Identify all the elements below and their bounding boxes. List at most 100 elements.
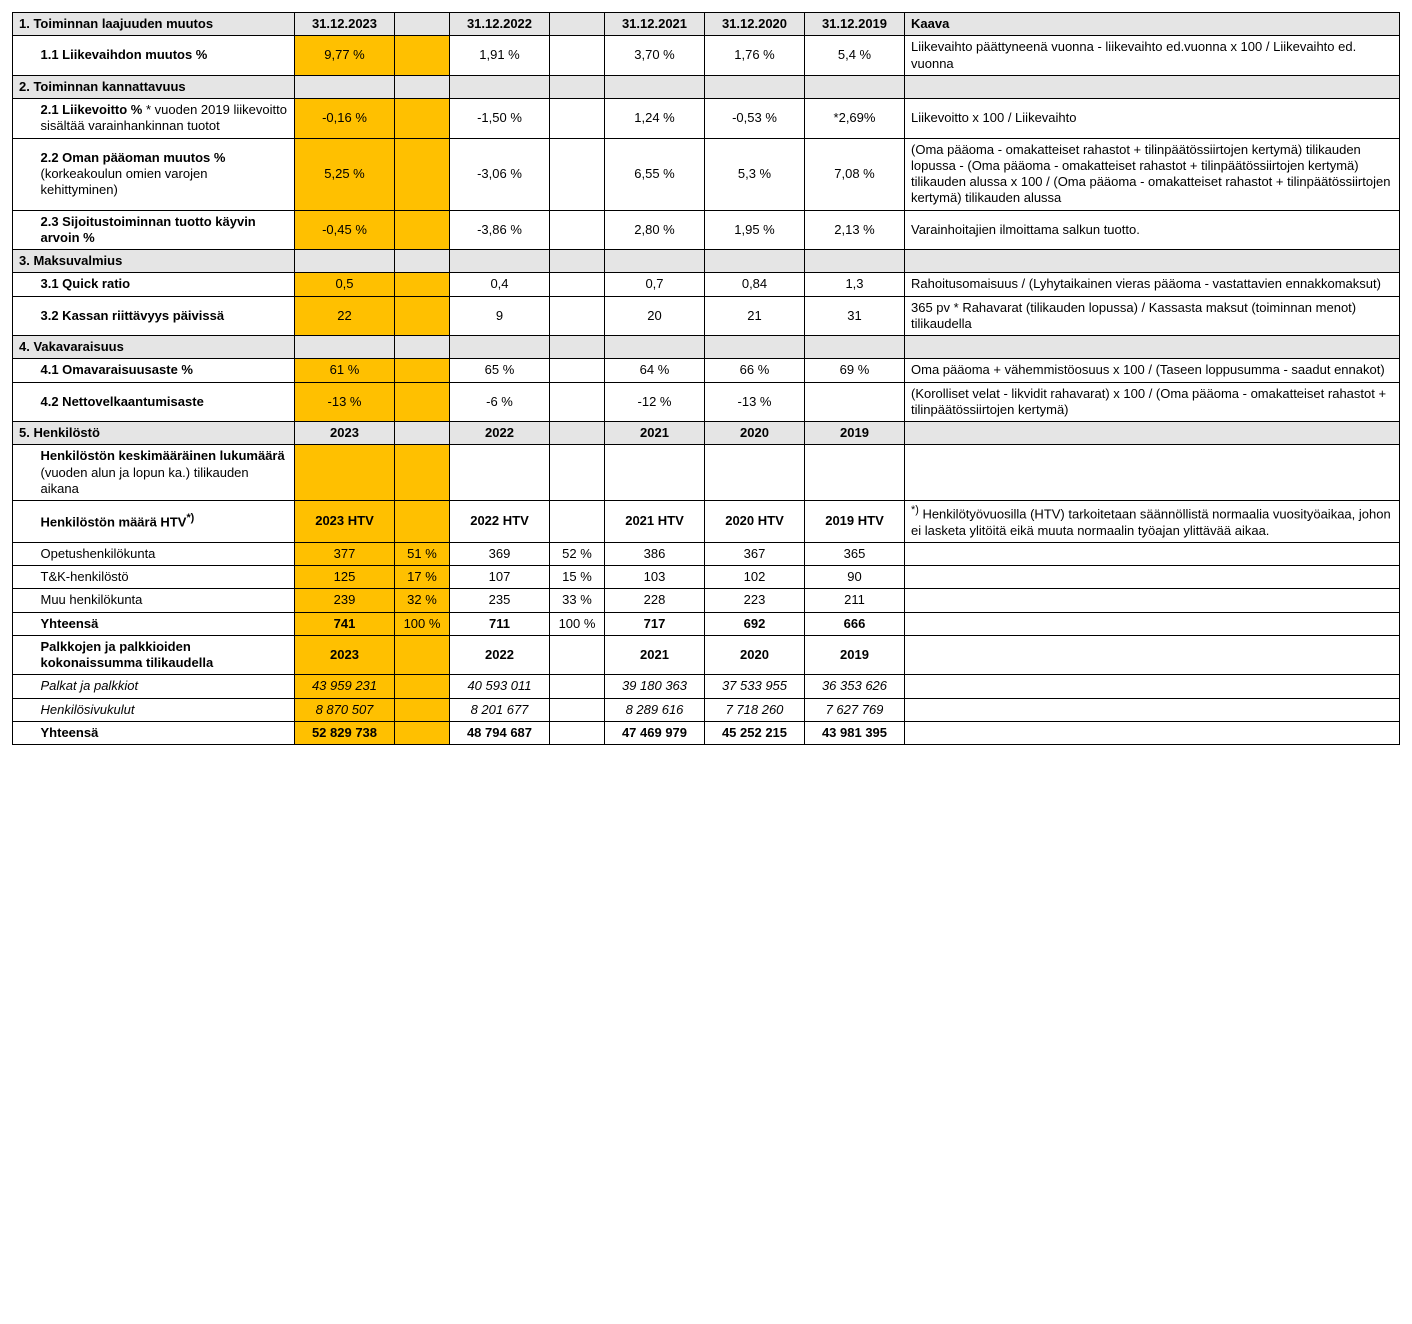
row-4-1-2022: 65 % (450, 359, 550, 382)
row-4-2-2021: -12 % (605, 382, 705, 422)
section-3-title: 3. Maksuvalmius (13, 250, 295, 273)
row-4-2-2020: -13 % (705, 382, 805, 422)
row-2-3: 2.3 Sijoitustoiminnan tuotto käyvin arvo… (13, 210, 1400, 250)
section-5-2023: 2023 (295, 422, 395, 445)
row-1-1-2020: 1,76 % (705, 36, 805, 76)
row-3-1-2020: 0,84 (705, 273, 805, 296)
row-5-total: Yhteensä 741 100 % 711 100 % 717 692 666 (13, 612, 1400, 635)
row-5-total-2022: 711 (450, 612, 550, 635)
row-4-1-2023: 61 % (295, 359, 395, 382)
row-5-p2-2021: 8 289 616 (605, 698, 705, 721)
row-5-total-2019: 666 (805, 612, 905, 635)
row-5-c3-label: Muu henkilökunta (35, 589, 295, 612)
row-2-1: 2.1 Liikevoitto % * vuoden 2019 liikevoi… (13, 99, 1400, 139)
section-2-header: 2. Toiminnan kannattavuus (13, 75, 1400, 98)
row-5-ptotal-2022: 48 794 687 (450, 721, 550, 744)
row-2-1-label: 2.1 Liikevoitto % * vuoden 2019 liikevoi… (35, 99, 295, 139)
section-4-title: 4. Vakavaraisuus (13, 336, 295, 359)
row-5-p1-2022: 40 593 011 (450, 675, 550, 698)
row-5-total-2023: 741 (295, 612, 395, 635)
row-5-htv-2019: 2019 HTV (805, 501, 905, 543)
row-3-2-kaava: 365 pv * Rahavarat (tilikauden lopussa) … (905, 296, 1400, 336)
row-5-c1: Opetushenkilökunta 377 51 % 369 52 % 386… (13, 542, 1400, 565)
row-1-1-kaava: Liikevaihto päättyneenä vuonna - liikeva… (905, 36, 1400, 76)
row-2-3-2019: 2,13 % (805, 210, 905, 250)
row-5-ptotal-2021: 47 469 979 (605, 721, 705, 744)
section-2-title: 2. Toiminnan kannattavuus (13, 75, 295, 98)
row-4-2-kaava: (Korolliset velat - likvidit rahavarat) … (905, 382, 1400, 422)
row-2-1-2023: -0,16 % (295, 99, 395, 139)
section-4-header: 4. Vakavaraisuus (13, 336, 1400, 359)
row-3-2-2021: 20 (605, 296, 705, 336)
row-4-2: 4.2 Nettovelkaantumisaste -13 % -6 % -12… (13, 382, 1400, 422)
row-1-1-2019: 5,4 % (805, 36, 905, 76)
row-5-pay-hdr-2021: 2021 (605, 635, 705, 675)
row-1-1-2022: 1,91 % (450, 36, 550, 76)
row-5-p1-2020: 37 533 955 (705, 675, 805, 698)
row-2-1-2020: -0,53 % (705, 99, 805, 139)
row-5-htv-kaava: *) Henkilötyövuosilla (HTV) tarkoitetaan… (905, 501, 1400, 543)
row-4-1-2019: 69 % (805, 359, 905, 382)
section-5-2019: 2019 (805, 422, 905, 445)
row-5-ptotal-2019: 43 981 395 (805, 721, 905, 744)
row-5-c3-2022p: 33 % (550, 589, 605, 612)
row-2-2-2020: 5,3 % (705, 138, 805, 210)
section-5-2021: 2021 (605, 422, 705, 445)
row-5-c2-2020: 102 (705, 566, 805, 589)
row-5-c1-2020: 367 (705, 542, 805, 565)
section-3-header: 3. Maksuvalmius (13, 250, 1400, 273)
row-5-c3-2021: 228 (605, 589, 705, 612)
row-2-3-kaava: Varainhoitajien ilmoittama salkun tuotto… (905, 210, 1400, 250)
row-5-total-2023p: 100 % (395, 612, 450, 635)
row-5-total-2022p: 100 % (550, 612, 605, 635)
row-4-2-label: 4.2 Nettovelkaantumisaste (35, 382, 295, 422)
row-1-1-2023: 9,77 % (295, 36, 395, 76)
row-5-c2-2019: 90 (805, 566, 905, 589)
row-4-1-label: 4.1 Omavaraisuusaste % (35, 359, 295, 382)
row-2-2-2022: -3,06 % (450, 138, 550, 210)
col-2020: 31.12.2020 (705, 13, 805, 36)
col-kaava: Kaava (905, 13, 1400, 36)
financial-table: 1. Toiminnan laajuuden muutos 31.12.2023… (12, 12, 1400, 745)
section-1-header: 1. Toiminnan laajuuden muutos 31.12.2023… (13, 13, 1400, 36)
row-2-1-kaava: Liikevoitto x 100 / Liikevaihto (905, 99, 1400, 139)
row-4-2-2019 (805, 382, 905, 422)
row-5-ptotal-2020: 45 252 215 (705, 721, 805, 744)
row-2-2-label: 2.2 Oman pääoman muutos % (korkeakoulun … (35, 138, 295, 210)
row-5-c1-2022p: 52 % (550, 542, 605, 565)
row-5-c1-2019: 365 (805, 542, 905, 565)
row-5-p2-2023: 8 870 507 (295, 698, 395, 721)
row-5-c3-2023p: 32 % (395, 589, 450, 612)
row-5-c3-2023: 239 (295, 589, 395, 612)
row-5-p2-2022: 8 201 677 (450, 698, 550, 721)
row-5-p2-2020: 7 718 260 (705, 698, 805, 721)
row-5-pay-hdr-2020: 2020 (705, 635, 805, 675)
row-5-pay-hdr-2022: 2022 (450, 635, 550, 675)
row-5-ptotal-2023: 52 829 738 (295, 721, 395, 744)
row-3-1-2023: 0,5 (295, 273, 395, 296)
row-2-3-2020: 1,95 % (705, 210, 805, 250)
section-5-header: 5. Henkilöstö 2023 2022 2021 2020 2019 (13, 422, 1400, 445)
row-2-3-label: 2.3 Sijoitustoiminnan tuotto käyvin arvo… (35, 210, 295, 250)
col-2019: 31.12.2019 (805, 13, 905, 36)
row-5-c2-label: T&K-henkilöstö (35, 566, 295, 589)
row-5-htv-2021: 2021 HTV (605, 501, 705, 543)
row-4-1: 4.1 Omavaraisuusaste % 61 % 65 % 64 % 66… (13, 359, 1400, 382)
row-5-pay-hdr: Palkkojen ja palkkioiden kokonaissumma t… (13, 635, 1400, 675)
row-4-1-2021: 64 % (605, 359, 705, 382)
row-5-p1-2021: 39 180 363 (605, 675, 705, 698)
row-5-c1-2021: 386 (605, 542, 705, 565)
row-5-c3-2022: 235 (450, 589, 550, 612)
row-5-htv-label: Henkilöstön määrä HTV*) (35, 501, 295, 543)
row-5-c2-2022p: 15 % (550, 566, 605, 589)
row-2-3-2021: 2,80 % (605, 210, 705, 250)
row-4-2-2022: -6 % (450, 382, 550, 422)
row-3-1-label: 3.1 Quick ratio (35, 273, 295, 296)
row-5-c2: T&K-henkilöstö 125 17 % 107 15 % 103 102… (13, 566, 1400, 589)
row-5-htv-2023: 2023 HTV (295, 501, 395, 543)
col-2021: 31.12.2021 (605, 13, 705, 36)
row-5-pay-hdr-2019: 2019 (805, 635, 905, 675)
row-2-3-2023: -0,45 % (295, 210, 395, 250)
row-3-1-kaava: Rahoitusomaisuus / (Lyhytaikainen vieras… (905, 273, 1400, 296)
row-5-c1-2022: 369 (450, 542, 550, 565)
